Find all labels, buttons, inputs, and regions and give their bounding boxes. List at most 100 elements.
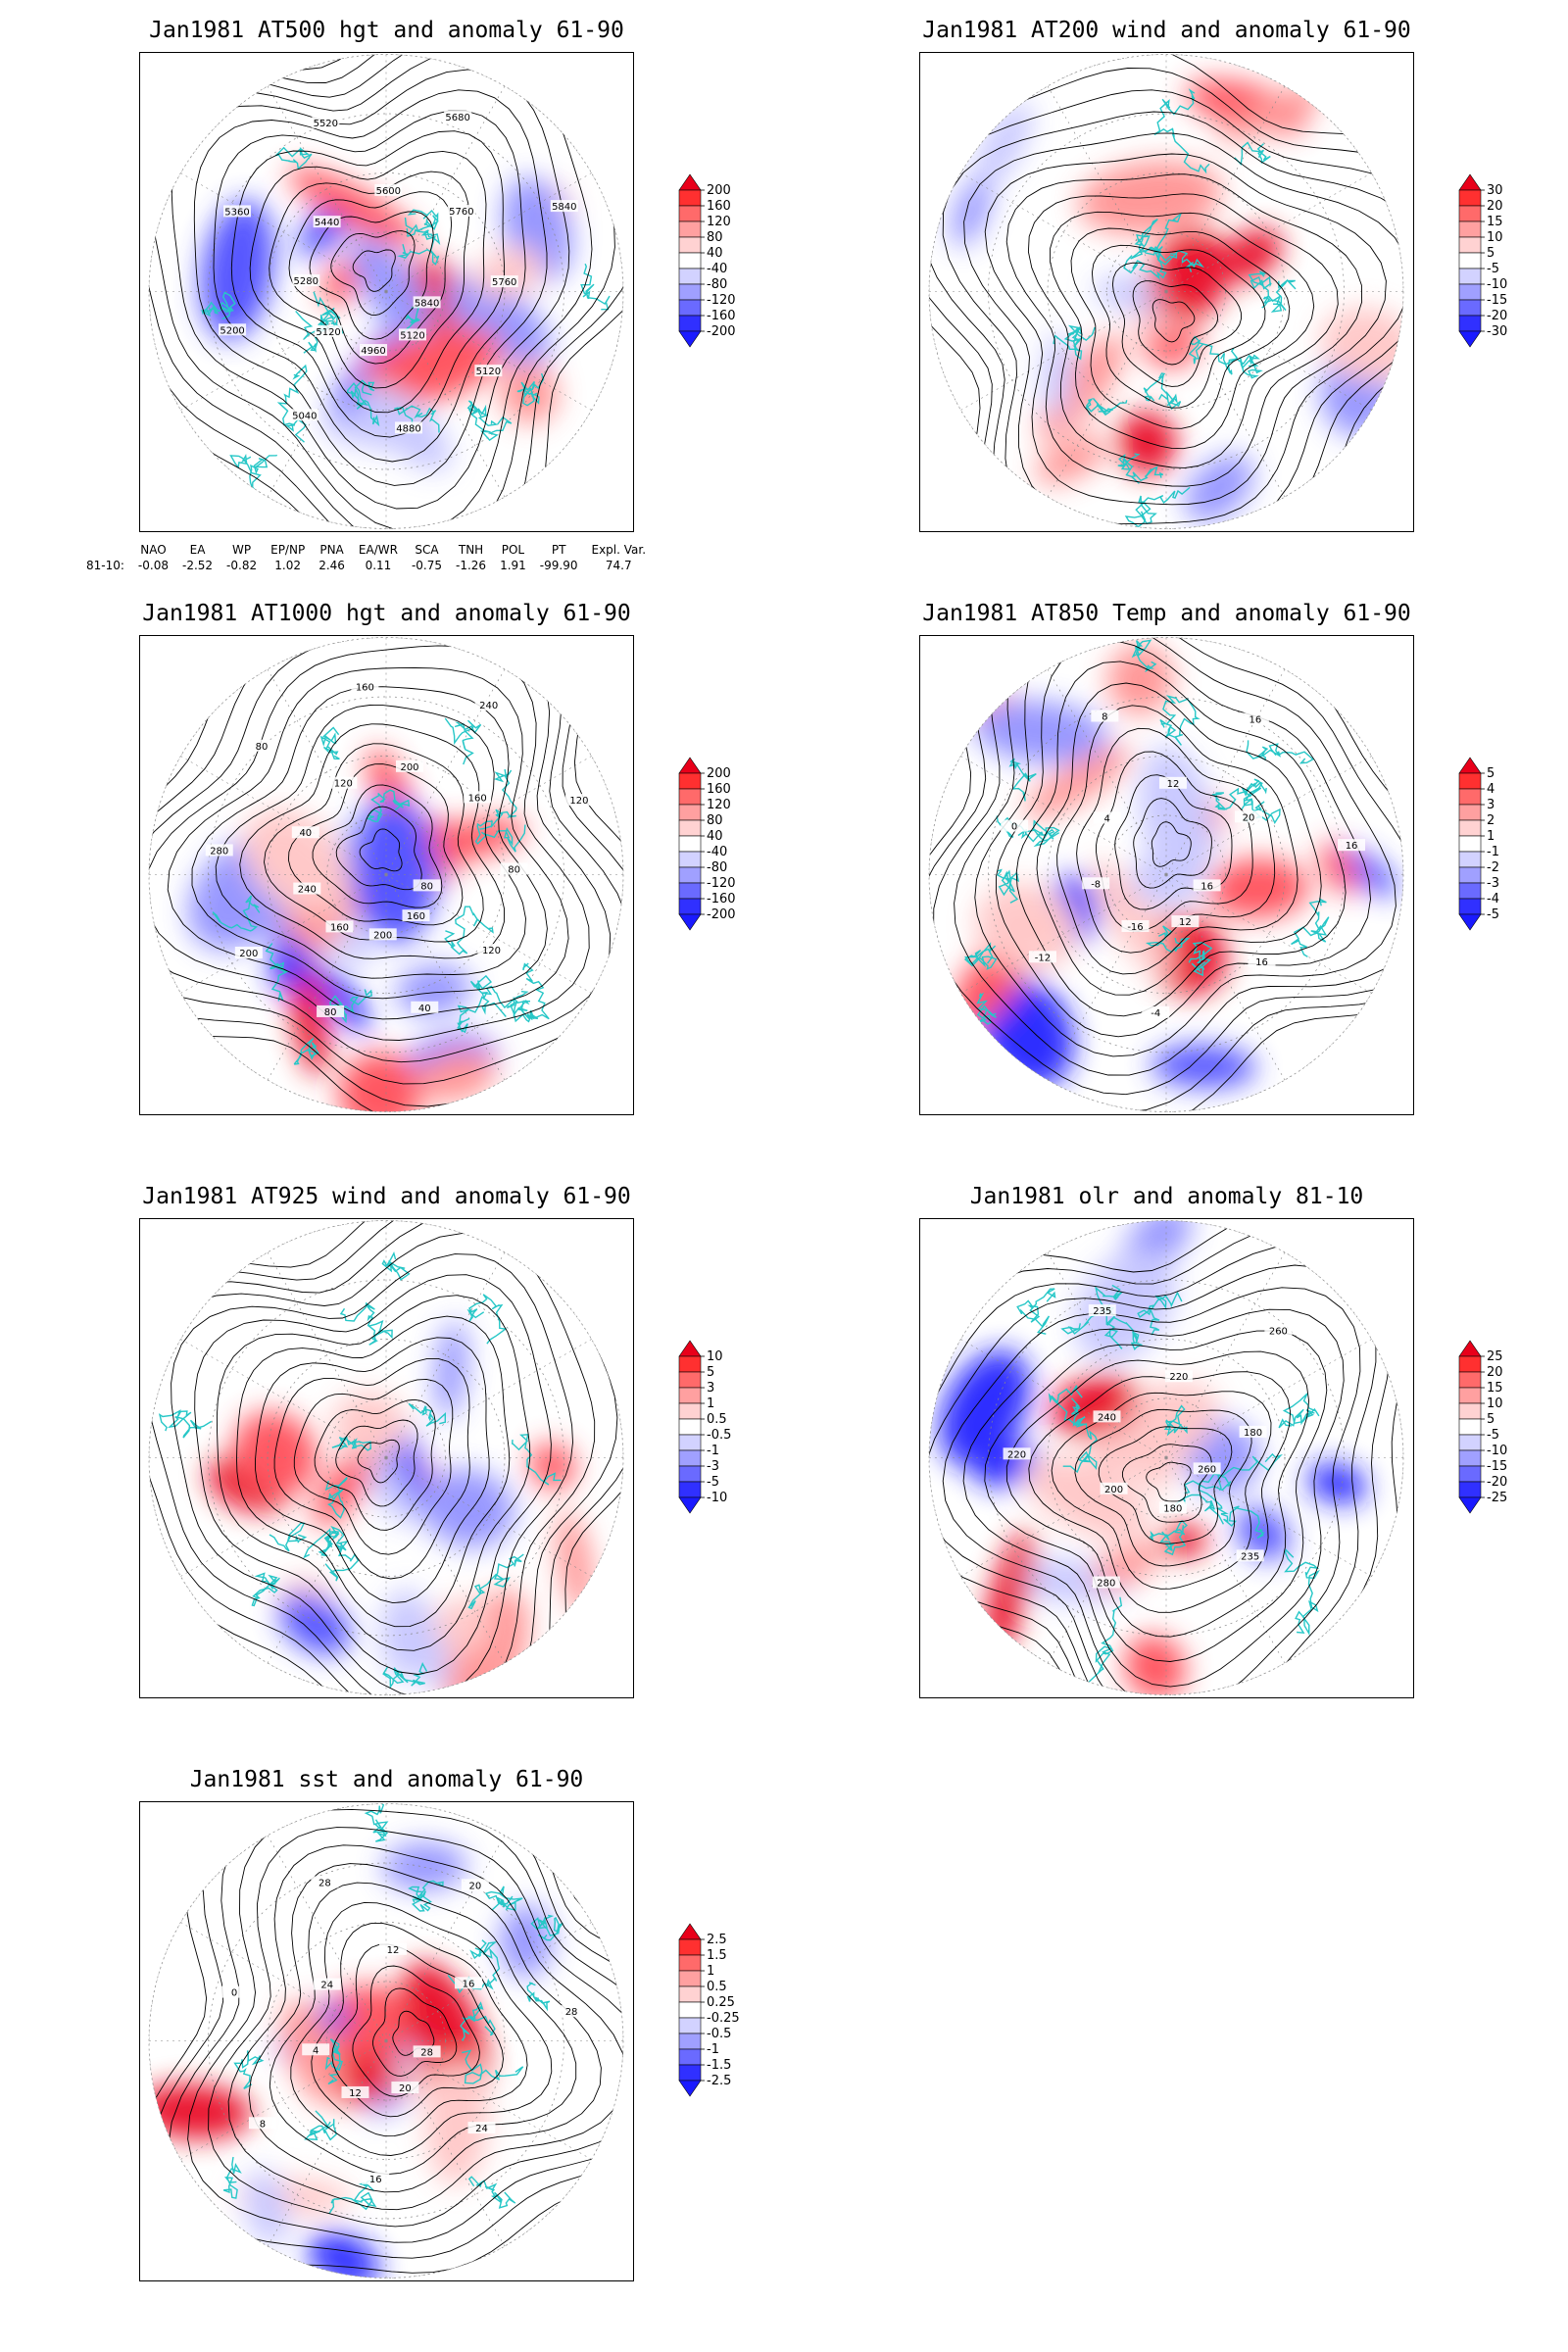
meridian-line — [180, 172, 387, 292]
negative-anomaly — [1307, 1463, 1367, 1504]
negative-anomaly — [420, 1468, 515, 1548]
colorbar-bin — [1458, 788, 1482, 806]
contour-label-bg — [1100, 1482, 1128, 1494]
colorbar-bin — [678, 788, 702, 806]
coastline — [444, 717, 482, 765]
contour-label-bg — [395, 421, 423, 434]
coastline — [347, 379, 380, 427]
contour-line — [1091, 244, 1266, 409]
contour-line — [194, 1274, 552, 1675]
contour-label: 5760 — [492, 277, 516, 288]
index-header: EA/WR — [358, 543, 398, 557]
meridian-line — [267, 291, 387, 498]
colorbar-bin — [678, 1970, 702, 1987]
contour-label-bg — [490, 275, 518, 288]
colorbar-bin — [1458, 1481, 1482, 1498]
contour-line — [269, 1882, 577, 2176]
colorbar-bin — [678, 898, 702, 915]
meridian-line — [267, 668, 387, 875]
colorbar-bin — [678, 1481, 702, 1498]
coastline — [1130, 218, 1178, 262]
meridian-line — [1165, 668, 1286, 875]
contour-label-bg — [464, 791, 492, 804]
contour-label: -4 — [1151, 1008, 1160, 1019]
colorbar-label: -25 — [1487, 1491, 1507, 1505]
index-value: 0.11 — [365, 559, 392, 572]
meridian-line — [267, 85, 387, 292]
contour-label-bg — [1082, 877, 1110, 890]
contour-label: 200 — [1104, 1485, 1123, 1495]
contour-line — [1070, 227, 1291, 429]
coastline — [1117, 453, 1164, 484]
contour-label-bg — [467, 2122, 496, 2134]
contour-line — [1146, 1461, 1192, 1502]
colorbar-bin — [678, 2001, 702, 2019]
hemisphere-disc: 28 24 20 16 12 8 4 0 24 28 12 20 16 28 — [149, 1803, 623, 2278]
coastline — [1143, 372, 1182, 411]
contour-label-bg — [313, 216, 341, 228]
map-frame: 16 16 12 -4 -16 -12 -8 0 4 8 12 16 20 16 — [919, 635, 1414, 1115]
colorbar-bin — [678, 1418, 702, 1436]
coastline — [328, 2180, 377, 2215]
contour-label-bg — [234, 947, 263, 959]
coastline — [467, 2176, 516, 2209]
colorbar-label: -4 — [1487, 892, 1499, 906]
contour-label-bg — [248, 2117, 276, 2130]
contour-line — [359, 828, 403, 872]
contour-line — [309, 211, 434, 340]
contour-label: 16 — [369, 2175, 382, 2185]
colorbar-bin — [678, 299, 702, 317]
contour-line — [312, 784, 443, 908]
colorbar-label: 10 — [1487, 1396, 1503, 1411]
contour-label: 80 — [324, 1007, 337, 1018]
colorbar-label: 160 — [707, 782, 731, 797]
meridian-line — [385, 1457, 592, 1577]
polar-map: 80 120 160 40 200 80 160 200 240 280 40 80 120 160 200… — [148, 637, 624, 1112]
colorbar-label: -1 — [707, 1444, 719, 1458]
contour-label: 235 — [1093, 1306, 1111, 1317]
positive-anomaly — [556, 1510, 594, 1616]
contour-label-bg — [311, 1876, 339, 1888]
colorbar-bin — [1458, 252, 1482, 270]
contour-label-bg — [313, 1978, 341, 1990]
contour-line — [314, 1398, 436, 1531]
anomaly-shading — [201, 167, 573, 471]
coastline — [324, 1477, 348, 1519]
colorbar-label: -120 — [707, 293, 736, 308]
polar-map: 5840 5120 5120 4880 4960 5040 5120 5200 5280 5360… — [148, 54, 624, 529]
coastline — [408, 1880, 444, 1912]
panel-title: Jan1981 olr and anomaly 81-10 — [969, 1184, 1364, 1209]
colorbar-label: -10 — [1487, 277, 1507, 292]
hemisphere-disc — [929, 54, 1403, 529]
colorbar-label: -200 — [707, 907, 736, 922]
meridian-line — [180, 874, 387, 994]
positive-anomaly — [313, 1447, 373, 1528]
positive-anomaly — [1206, 858, 1309, 918]
contour-label-bg — [447, 204, 475, 217]
contour-label-bg — [1193, 1462, 1221, 1475]
colorbar-bin — [1458, 1465, 1482, 1483]
colorbar-bin — [678, 2048, 702, 2066]
colorbar-label: 0.5 — [707, 1980, 727, 1994]
contour-label: 180 — [1244, 1428, 1262, 1439]
colorbar-arrow-top — [678, 1923, 702, 1940]
meridian-line — [385, 668, 506, 875]
meridian-line — [180, 1457, 387, 1577]
contour-line — [216, 1295, 531, 1651]
contour-label: 260 — [1198, 1464, 1216, 1475]
panel-title: Jan1981 AT925 wind and anomaly 61-90 — [142, 1184, 631, 1209]
index-value: -2.52 — [181, 559, 214, 572]
colorbar-label: -3 — [1487, 876, 1499, 891]
colorbar-label: -15 — [1487, 1459, 1507, 1474]
colorbar-label: 0.25 — [707, 1995, 735, 2010]
meridian-line — [1047, 874, 1167, 1081]
contour-label-bg — [1088, 1304, 1116, 1317]
contour-label-bg — [302, 2043, 330, 2056]
contour-label: 20 — [469, 1881, 482, 1891]
negative-anomaly — [499, 1903, 554, 1978]
colorbar-label: 3 — [1487, 798, 1494, 812]
contour-label-bg — [362, 2172, 390, 2184]
contour-label-bg — [368, 928, 397, 941]
contour-label: 80 — [256, 742, 269, 753]
negative-anomaly — [350, 797, 437, 944]
